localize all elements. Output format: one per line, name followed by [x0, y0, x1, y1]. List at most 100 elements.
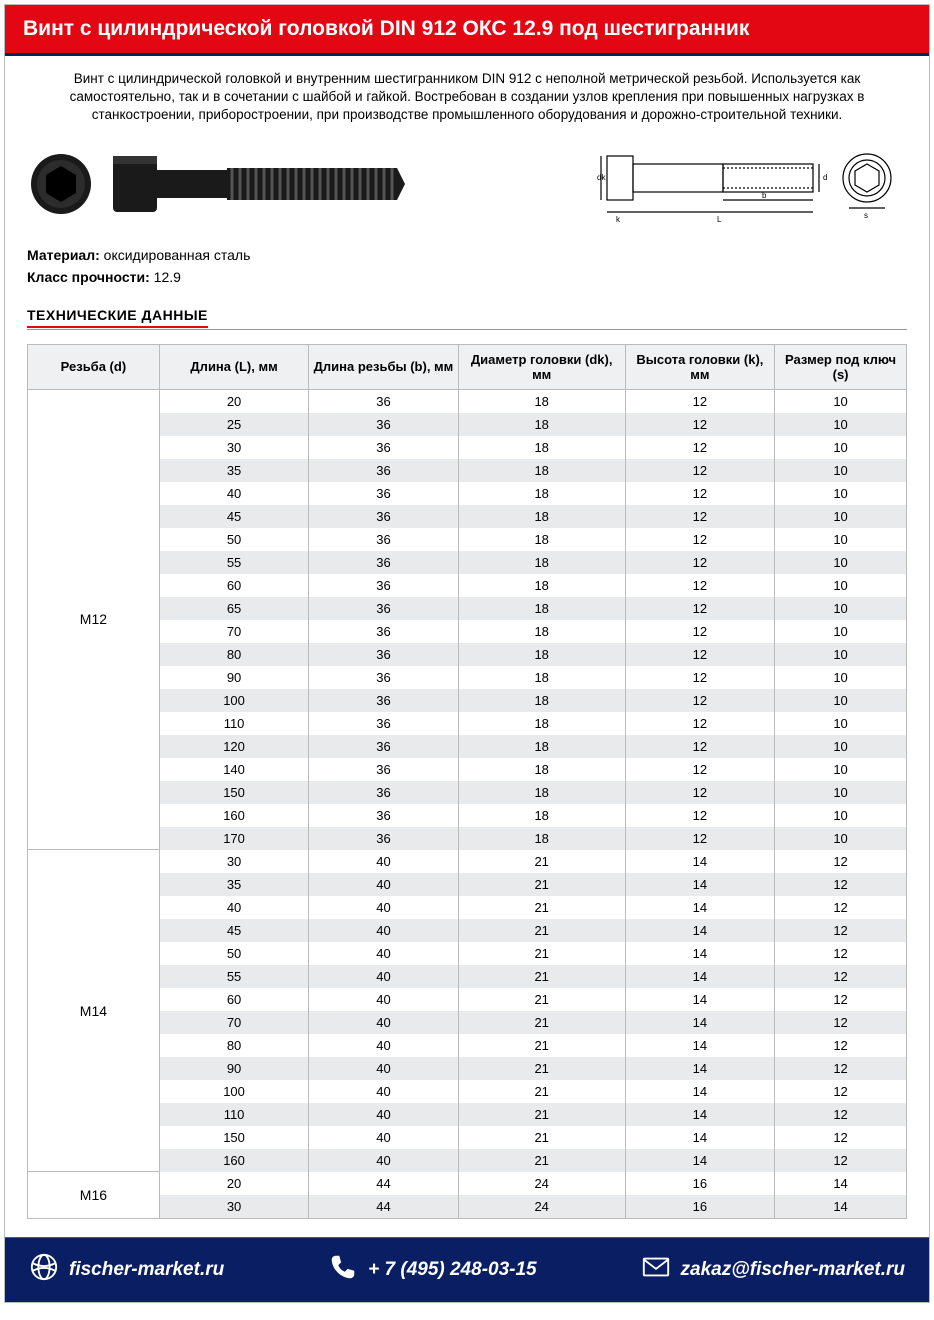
content-area: Винт с цилиндрической головкой и внутрен… [5, 56, 929, 1237]
diagram-label-k: k [616, 215, 621, 224]
footer-phone: + 7 (495) 248-03-15 [328, 1252, 536, 1288]
table-cell: 36 [309, 620, 458, 643]
thread-group-cell: M12 [28, 389, 160, 850]
table-cell: 10 [775, 413, 907, 436]
table-cell: 18 [458, 758, 625, 781]
table-cell: 14 [625, 1011, 774, 1034]
table-cell: 12 [775, 896, 907, 919]
table-cell: 40 [309, 965, 458, 988]
diagram-label-L: L [717, 215, 722, 224]
table-cell: 80 [159, 1034, 308, 1057]
table-cell: 21 [458, 873, 625, 896]
table-cell: 18 [458, 505, 625, 528]
table-cell: 150 [159, 781, 308, 804]
table-cell: 160 [159, 804, 308, 827]
table-cell: 10 [775, 781, 907, 804]
table-cell: 12 [625, 735, 774, 758]
table-row: M162044241614 [28, 1172, 907, 1195]
table-cell: 30 [159, 436, 308, 459]
table-row: 15036181210 [28, 781, 907, 804]
table-cell: 80 [159, 643, 308, 666]
table-row: M143040211412 [28, 850, 907, 873]
table-row: 16040211412 [28, 1149, 907, 1172]
table-cell: 14 [625, 965, 774, 988]
table-header: Высота головки (k), мм [625, 344, 774, 389]
material-label: Материал: [27, 247, 100, 263]
table-cell: 40 [309, 850, 458, 873]
table-cell: 30 [159, 850, 308, 873]
material-value: оксидированная сталь [104, 247, 251, 263]
table-cell: 36 [309, 574, 458, 597]
thread-group-cell: M14 [28, 850, 160, 1172]
table-cell: 10 [775, 389, 907, 413]
table-cell: 18 [458, 781, 625, 804]
table-cell: 36 [309, 389, 458, 413]
globe-icon [29, 1252, 59, 1288]
table-row: 8036181210 [28, 643, 907, 666]
table-cell: 10 [775, 620, 907, 643]
footer-email: zakaz@fischer-market.ru [641, 1252, 905, 1288]
table-row: 5036181210 [28, 528, 907, 551]
diagram-label-s: s [864, 211, 868, 220]
table-cell: 10 [775, 804, 907, 827]
table-cell: 18 [458, 666, 625, 689]
table-cell: 12 [625, 712, 774, 735]
phone-icon [328, 1252, 358, 1288]
table-row: 10040211412 [28, 1080, 907, 1103]
table-cell: 25 [159, 413, 308, 436]
table-cell: 40 [309, 1057, 458, 1080]
table-cell: 18 [458, 389, 625, 413]
footer: fischer-market.ru + 7 (495) 248-03-15 za… [5, 1237, 929, 1302]
table-cell: 20 [159, 1172, 308, 1195]
table-cell: 12 [775, 1057, 907, 1080]
strength-value: 12.9 [154, 269, 181, 285]
table-cell: 12 [625, 781, 774, 804]
table-cell: 36 [309, 643, 458, 666]
table-row: 2536181210 [28, 413, 907, 436]
table-cell: 10 [775, 827, 907, 850]
table-cell: 70 [159, 620, 308, 643]
table-cell: 21 [458, 1011, 625, 1034]
table-row: 6536181210 [28, 597, 907, 620]
table-cell: 36 [309, 712, 458, 735]
table-row: 5040211412 [28, 942, 907, 965]
table-cell: 45 [159, 505, 308, 528]
table-cell: 10 [775, 528, 907, 551]
table-header: Резьба (d) [28, 344, 160, 389]
table-cell: 40 [159, 482, 308, 505]
table-row: 4540211412 [28, 919, 907, 942]
table-cell: 12 [775, 1011, 907, 1034]
table-cell: 12 [775, 942, 907, 965]
table-cell: 60 [159, 988, 308, 1011]
table-cell: 110 [159, 1103, 308, 1126]
table-cell: 10 [775, 551, 907, 574]
table-cell: 160 [159, 1149, 308, 1172]
table-row: 8040211412 [28, 1034, 907, 1057]
table-row: 3540211412 [28, 873, 907, 896]
table-cell: 40 [309, 1149, 458, 1172]
table-cell: 90 [159, 666, 308, 689]
table-cell: 44 [309, 1172, 458, 1195]
page: Винт с цилиндрической головкой DIN 912 О… [4, 4, 930, 1303]
table-cell: 10 [775, 459, 907, 482]
table-cell: 150 [159, 1126, 308, 1149]
table-cell: 12 [625, 804, 774, 827]
table-cell: 170 [159, 827, 308, 850]
table-row: 10036181210 [28, 689, 907, 712]
table-row: 7036181210 [28, 620, 907, 643]
table-cell: 10 [775, 758, 907, 781]
table-cell: 21 [458, 1149, 625, 1172]
table-cell: 70 [159, 1011, 308, 1034]
table-cell: 90 [159, 1057, 308, 1080]
table-cell: 18 [458, 597, 625, 620]
table-cell: 36 [309, 781, 458, 804]
table-cell: 40 [309, 919, 458, 942]
table-cell: 10 [775, 505, 907, 528]
table-cell: 40 [309, 988, 458, 1011]
table-cell: 100 [159, 1080, 308, 1103]
table-cell: 40 [159, 896, 308, 919]
table-cell: 12 [625, 574, 774, 597]
table-cell: 21 [458, 942, 625, 965]
table-row: 7040211412 [28, 1011, 907, 1034]
table-cell: 14 [775, 1195, 907, 1219]
